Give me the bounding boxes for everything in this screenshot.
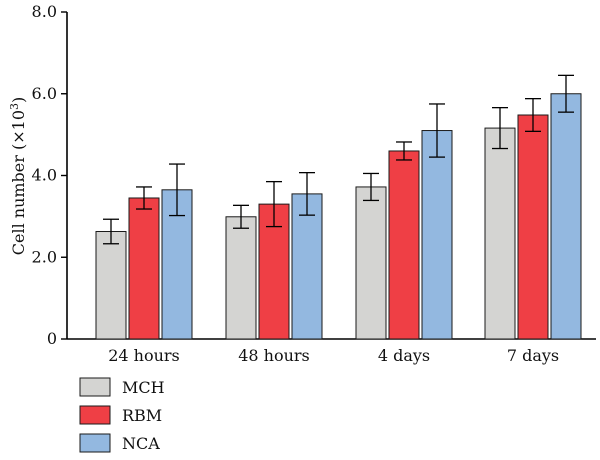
y-tick-label: 6.0 [32, 84, 57, 103]
bar-rbm [128, 197, 160, 340]
bar-nca [291, 193, 323, 340]
y-axis-label: Cell number (×103) [8, 97, 28, 256]
y-axis-ticks: 0 2.0 4.0 6.0 8.0 [32, 2, 67, 348]
legend-label-rbm: RBM [122, 406, 162, 425]
legend-swatch-rbm [79, 405, 111, 425]
x-tick-label: 4 days [378, 346, 430, 365]
y-axis-label-close: ) [9, 97, 28, 103]
x-tick-label: 24 hours [108, 346, 180, 365]
bar-nca [421, 130, 453, 340]
bar-mch [484, 127, 516, 340]
bar-mch [355, 186, 387, 340]
bar-rbm [388, 150, 420, 340]
x-tick-label: 48 hours [238, 346, 310, 365]
legend-swatch-mch [79, 377, 111, 397]
x-tick-label: 7 days [507, 346, 559, 365]
legend-swatch-nca [79, 433, 111, 453]
y-tick-label: 8.0 [32, 2, 57, 21]
y-tick-label: 0 [47, 329, 57, 348]
legend: MCH RBM NCA [79, 377, 165, 453]
bar-mch [95, 230, 127, 340]
error-bars [103, 74, 574, 245]
legend-label-nca: NCA [122, 434, 160, 453]
x-axis-ticks: 24 hours 48 hours 4 days 7 days [108, 346, 559, 365]
y-axis-label-superscript: 3 [8, 103, 21, 110]
bar-mch [225, 216, 257, 340]
bar-nca [550, 93, 582, 340]
y-tick-label: 4.0 [32, 166, 57, 185]
bars [95, 93, 582, 340]
bar-rbm [517, 114, 549, 340]
legend-label-mch: MCH [122, 378, 165, 397]
y-tick-label: 2.0 [32, 247, 57, 266]
